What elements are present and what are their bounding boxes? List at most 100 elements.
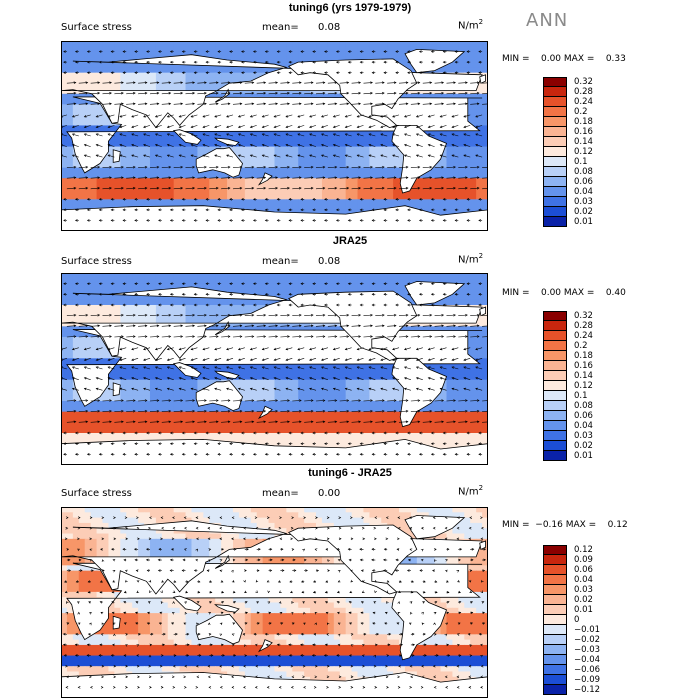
map-cell — [232, 283, 240, 290]
wind-vector-head — [156, 165, 160, 169]
map-cell — [393, 56, 400, 63]
map-cell — [132, 83, 139, 90]
wind-vector-head — [158, 219, 161, 222]
map-cell — [316, 93, 323, 100]
map-cell — [428, 178, 436, 185]
wind-vector — [72, 154, 79, 158]
wind-vector — [422, 166, 432, 168]
map-cell — [227, 41, 234, 47]
wind-vector-head — [356, 125, 360, 129]
map-cell — [440, 167, 448, 174]
wind-vector-head — [407, 208, 410, 212]
wind-vector-head — [407, 198, 410, 201]
map-cell — [96, 342, 104, 349]
map-cell — [304, 178, 311, 185]
map-cell — [280, 46, 287, 53]
map-cell — [434, 188, 442, 195]
panel-title: tuning6 (yrs 1979-1979) — [288, 2, 412, 14]
land-mass — [61, 205, 488, 231]
wind-vector — [161, 103, 171, 105]
map-cell — [304, 162, 311, 169]
map-cell — [464, 51, 471, 58]
wind-vector — [398, 103, 408, 105]
map-cell — [167, 273, 175, 279]
wind-vector-head — [241, 60, 244, 64]
wind-vector — [410, 103, 420, 105]
wind-vector — [410, 82, 420, 84]
map-cell — [114, 51, 121, 58]
wind-vector — [375, 103, 385, 105]
wind-vector-head — [334, 176, 338, 180]
wind-vector — [138, 177, 147, 179]
wind-vector-head — [322, 176, 326, 180]
map-cell — [339, 283, 347, 290]
map-cell — [232, 299, 240, 306]
wind-vector-head — [134, 208, 138, 212]
map-cell — [476, 178, 483, 185]
map-cell — [440, 130, 448, 137]
map-cell — [144, 310, 151, 317]
map-cell — [416, 183, 424, 190]
map-cell — [238, 278, 246, 285]
map-cell — [357, 172, 365, 179]
map-cell — [428, 167, 436, 174]
wind-vector-head — [285, 125, 289, 129]
map-cell — [321, 199, 329, 206]
map-cell — [250, 321, 258, 327]
map-cell — [339, 204, 347, 211]
wind-vector — [398, 177, 408, 179]
wind-vector-head — [146, 60, 149, 64]
wind-vector — [221, 177, 230, 179]
map-cell — [120, 157, 127, 163]
map-cell — [167, 310, 175, 317]
map-cell — [339, 141, 347, 148]
map-cell — [185, 141, 193, 148]
map-cell — [375, 146, 382, 153]
map-cell — [440, 67, 448, 74]
map-cell — [452, 199, 459, 206]
map-cell — [286, 136, 293, 142]
map-cell — [262, 273, 270, 279]
map-cell — [464, 326, 471, 333]
wind-vector — [72, 133, 79, 137]
wind-vector-head — [324, 60, 327, 64]
map-cell — [84, 315, 92, 322]
map-cell — [363, 204, 370, 211]
wind-vector-head — [119, 133, 123, 136]
map-cell — [232, 146, 240, 153]
wind-vector — [416, 133, 423, 137]
wind-vector — [451, 154, 459, 158]
map-cell — [120, 172, 127, 179]
wind-vector-head — [310, 102, 314, 106]
map-cell — [410, 41, 418, 47]
map-cell — [155, 62, 163, 68]
map-cell — [155, 157, 163, 163]
wind-vector-head — [264, 198, 268, 201]
wind-vector-head — [83, 133, 87, 136]
map-cell — [387, 162, 394, 169]
map-cell — [327, 183, 335, 190]
map-cell — [327, 162, 335, 169]
map-cell — [144, 151, 151, 158]
wind-vector-head — [298, 186, 302, 190]
wind-vector-head — [109, 165, 112, 169]
map-cell — [244, 289, 252, 295]
map-cell — [66, 347, 74, 354]
map-cell — [167, 146, 175, 153]
wind-vector-head — [273, 125, 277, 129]
map-cell — [138, 273, 145, 279]
wind-vector-head — [405, 81, 409, 85]
wind-vector-head — [383, 208, 387, 212]
map-cell — [244, 321, 252, 327]
map-cell — [410, 194, 418, 200]
wind-vector — [232, 82, 242, 84]
map-cell — [321, 136, 329, 142]
wind-vector-head — [476, 91, 480, 95]
map-cell — [84, 83, 92, 90]
wind-vector-head — [465, 91, 468, 95]
map-cell — [292, 88, 299, 95]
map-cell — [381, 273, 388, 279]
wind-vector — [232, 103, 242, 105]
map-cell — [138, 278, 145, 285]
map-cell — [280, 130, 287, 137]
